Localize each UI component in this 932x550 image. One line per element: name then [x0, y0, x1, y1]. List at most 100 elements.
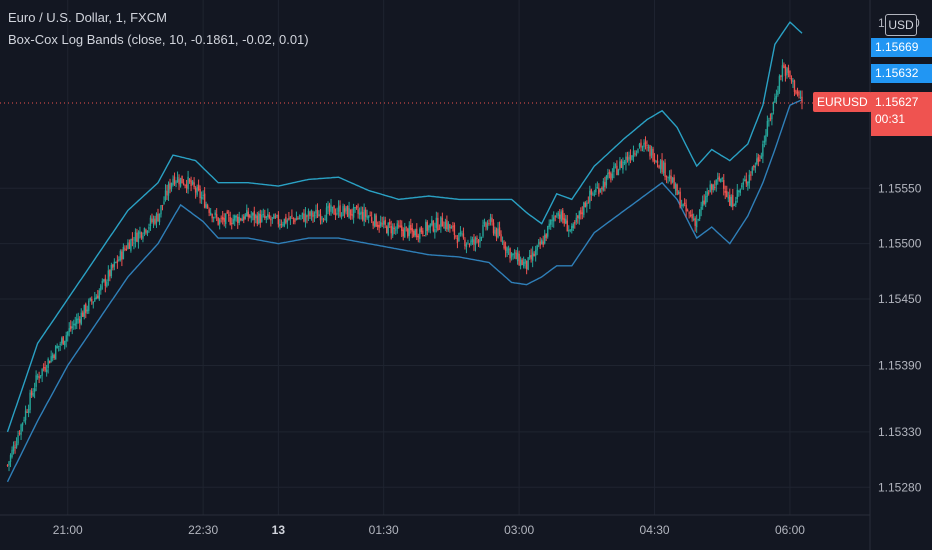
candle [708, 189, 710, 196]
candle [623, 159, 626, 166]
candle-body [443, 227, 445, 229]
candle-body [580, 210, 582, 215]
candle-body [784, 66, 787, 76]
candle [775, 89, 778, 105]
candle-body [370, 217, 373, 222]
candle-body [83, 304, 85, 317]
candle [211, 213, 213, 223]
candle-body [425, 221, 427, 236]
candle [674, 182, 677, 196]
candle-body [176, 177, 179, 183]
candle [155, 212, 158, 228]
candle-body [101, 280, 104, 284]
candle [590, 188, 593, 201]
currency-button[interactable]: USD [885, 14, 917, 36]
candle-body [349, 209, 352, 216]
price-axis[interactable]: 1.15280 1.15330 1.15390 1.15450 1.15500 1.155… [878, 181, 922, 494]
candle-body [790, 77, 793, 81]
candle [364, 207, 367, 223]
time-axis[interactable]: 21:00 22:30 13 01:30 03:00 04:30 06:00 [53, 523, 806, 537]
candle-body [30, 391, 33, 396]
candle-body [203, 193, 206, 208]
candle [641, 145, 644, 152]
candle-body [167, 183, 170, 196]
candle-body [778, 76, 781, 92]
candle [286, 218, 289, 229]
candle-body [622, 161, 624, 170]
candle [689, 210, 692, 218]
candle [345, 205, 347, 215]
candle [343, 204, 346, 219]
candle-body [280, 223, 283, 225]
candle [759, 154, 761, 162]
candle [655, 160, 657, 163]
candle-body [643, 143, 645, 147]
x-tick-label: 03:00 [504, 523, 534, 537]
candle [524, 258, 526, 269]
candle [398, 220, 400, 229]
candle [130, 238, 132, 253]
candle-body [659, 160, 662, 170]
candle [539, 237, 541, 249]
candle [656, 154, 659, 168]
candle [205, 201, 207, 209]
candle [14, 440, 16, 454]
candle-body [601, 187, 603, 189]
candle-body [775, 95, 778, 99]
candle-body [590, 189, 593, 195]
candle-body [593, 194, 596, 196]
chart-title[interactable]: Euro / U.S. Dollar, 1, FXCM [8, 10, 167, 25]
candle-body [64, 340, 66, 346]
candle [662, 160, 665, 176]
candle [622, 157, 624, 174]
candle-body [9, 455, 12, 462]
candle-body [235, 215, 237, 218]
candle [252, 212, 254, 221]
candle [542, 235, 544, 248]
candle-body [611, 173, 614, 179]
candle-body [769, 118, 772, 120]
candle [545, 233, 547, 241]
candle [101, 278, 104, 290]
candle-body [578, 211, 580, 219]
candle-body [605, 175, 608, 186]
candle-body [437, 217, 439, 231]
candle [255, 213, 257, 224]
candle-body [376, 224, 379, 227]
candle-body [647, 147, 650, 149]
candle [333, 205, 335, 215]
candle-body [343, 208, 346, 213]
candle-body [273, 214, 275, 219]
candle [306, 214, 308, 224]
bar-countdown: 00:31 [875, 112, 906, 126]
candle-body [378, 224, 380, 228]
candle [95, 294, 97, 300]
candle [801, 90, 803, 110]
candle-body [417, 235, 419, 238]
candle-body [202, 194, 204, 196]
candle [667, 176, 669, 184]
candle-body [492, 222, 495, 234]
candle-body [382, 221, 385, 225]
indicator-legend[interactable]: Box-Cox Log Bands (close, 10, -0.1861, -… [8, 32, 309, 47]
candle-body [744, 179, 746, 182]
candle [562, 207, 564, 224]
candle-body [346, 205, 349, 217]
candle-body [56, 346, 58, 348]
candle [701, 195, 704, 210]
candle [300, 214, 302, 221]
candle-body [407, 228, 409, 237]
candle [185, 179, 188, 194]
candle [513, 249, 516, 259]
candle-body [563, 218, 565, 224]
candle [137, 230, 140, 249]
candle-body [288, 218, 290, 220]
candle-body [282, 224, 284, 226]
candle [531, 246, 534, 268]
candle-body [750, 174, 752, 176]
candle-body [136, 232, 138, 242]
candle [548, 219, 550, 230]
candle-body [694, 218, 696, 226]
candle-body [220, 217, 222, 219]
